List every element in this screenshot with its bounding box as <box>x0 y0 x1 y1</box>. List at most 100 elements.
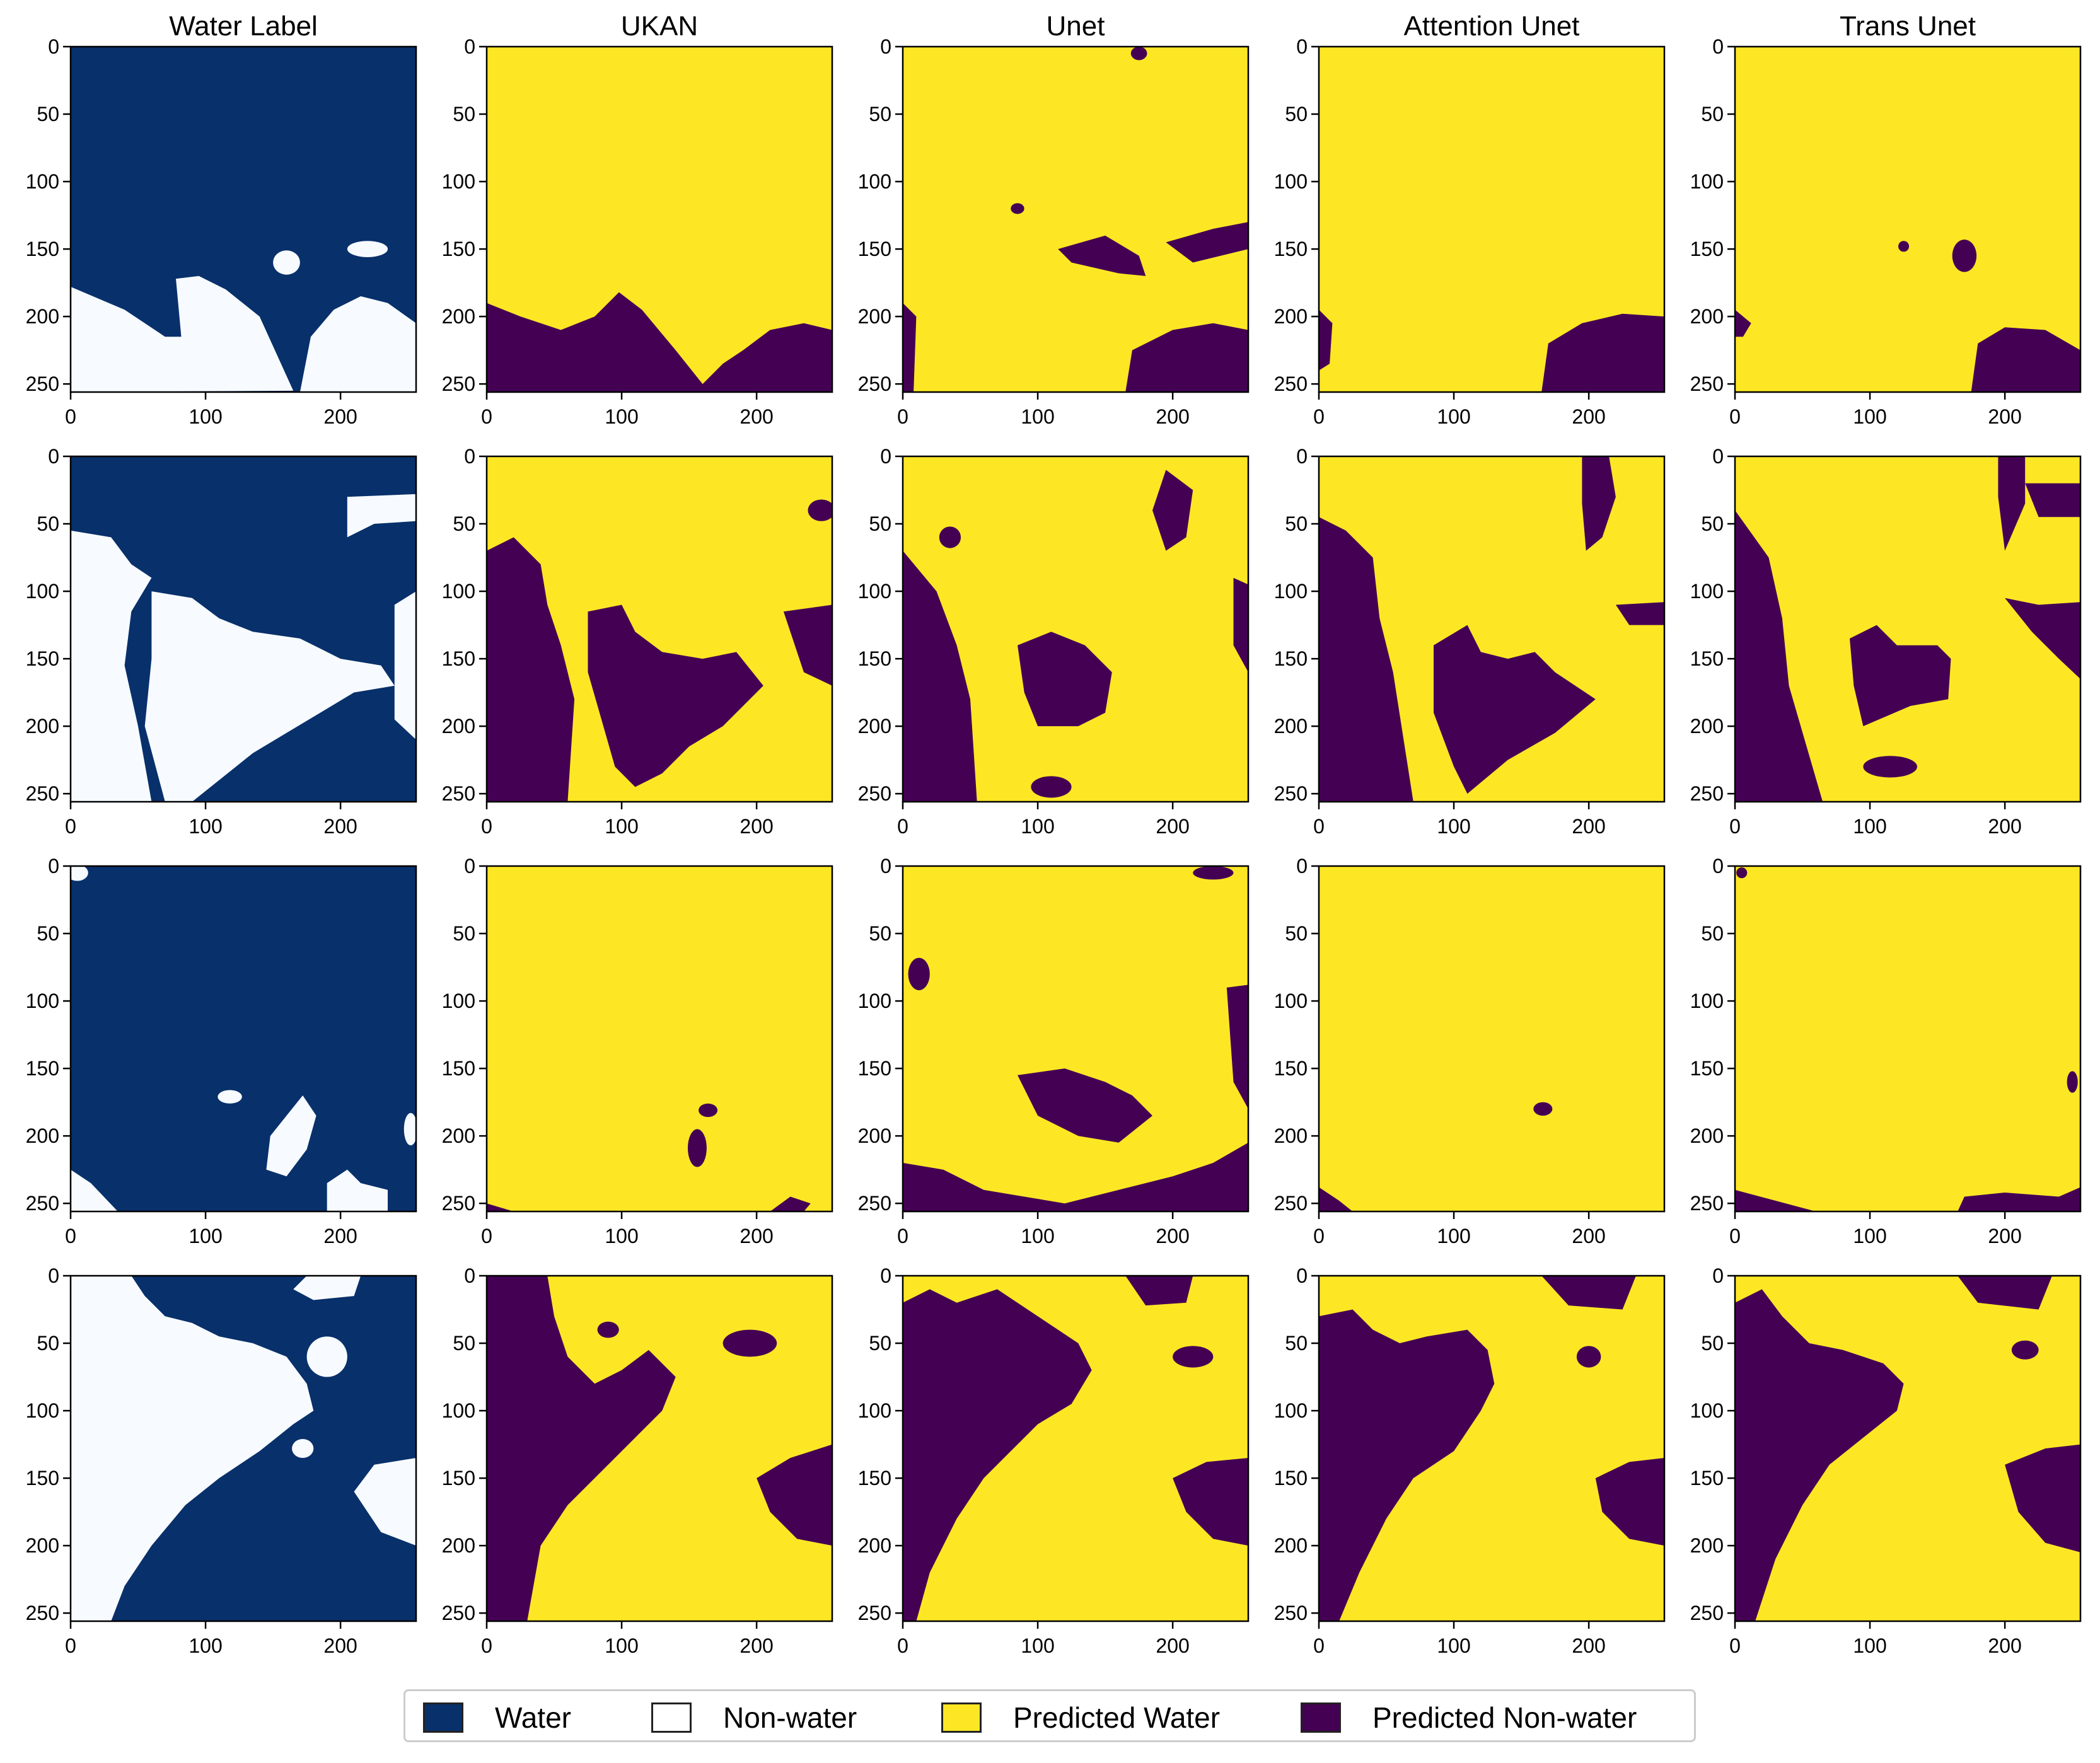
x-tick-label: 0 <box>1729 1225 1741 1247</box>
x-tick-label: 0 <box>1729 815 1741 838</box>
panel-image <box>1735 866 2080 1211</box>
panel-frame <box>485 455 833 803</box>
x-tick-label: 100 <box>1853 1225 1886 1247</box>
y-tick-label: 250 <box>442 1602 475 1624</box>
non-water-region <box>347 494 416 538</box>
predicted-non-water-region <box>1615 602 1664 625</box>
predicted-non-water-region <box>939 526 961 548</box>
non-water-region <box>299 296 416 392</box>
panel-frame <box>902 45 1250 393</box>
x-tick-label: 0 <box>65 1634 76 1657</box>
y-tick-label: 150 <box>26 647 59 670</box>
y-tick-label: 100 <box>26 990 59 1012</box>
panel-frame <box>1318 1275 1666 1622</box>
predicted-non-water-region <box>1193 866 1234 880</box>
x-tick-label: 200 <box>1572 405 1605 428</box>
x-tick-label: 0 <box>65 815 76 838</box>
y-tick-label: 250 <box>858 1602 891 1624</box>
x-tick-label: 200 <box>1572 1634 1605 1657</box>
predicted-non-water-region <box>1319 1187 1353 1211</box>
column-title: Trans Unet <box>1840 11 1976 42</box>
y-tick-label: 150 <box>1690 1057 1724 1080</box>
y-tick-label: 100 <box>442 170 475 193</box>
x-tick-label: 100 <box>605 1634 638 1657</box>
x-tick-label: 100 <box>1437 815 1470 838</box>
panel-image <box>903 456 1248 802</box>
predicted-non-water-region <box>1971 327 2080 392</box>
y-tick-label: 150 <box>442 1467 475 1489</box>
y-tick-label: 200 <box>1690 715 1724 737</box>
y-tick-label: 250 <box>26 1192 59 1215</box>
non-water-region <box>403 1113 416 1146</box>
y-tick-label: 200 <box>1274 1534 1308 1557</box>
y-tick-label: 200 <box>26 305 59 328</box>
x-tick-label: 0 <box>481 815 492 838</box>
predicted-non-water-region <box>1058 235 1146 276</box>
predicted-non-water-region <box>1166 222 1248 263</box>
y-tick-label: 100 <box>1690 170 1724 193</box>
y-tick-label: 250 <box>442 1192 475 1215</box>
x-tick-label: 200 <box>1156 1225 1189 1247</box>
y-tick-label: 0 <box>1712 445 1724 468</box>
non-water-region <box>354 1458 416 1546</box>
non-water-region <box>71 1276 314 1621</box>
y-tick-label: 50 <box>1285 1332 1308 1355</box>
non-water-region <box>144 591 395 802</box>
predicted-non-water-region <box>2011 1340 2039 1360</box>
y-tick-label: 150 <box>442 647 475 670</box>
y-tick-label: 150 <box>1274 647 1308 670</box>
predicted-non-water-region <box>588 604 763 787</box>
y-tick-label: 100 <box>1690 580 1724 603</box>
y-tick-label: 0 <box>1296 35 1308 58</box>
predicted-non-water-region <box>597 1321 619 1338</box>
panel-image <box>487 1276 832 1621</box>
legend-item-water: Water <box>423 1701 571 1734</box>
y-tick-label: 150 <box>442 1057 475 1080</box>
non-water-region <box>266 1095 316 1177</box>
panel: 0 100 200 0 50 100 150 200 250 <box>858 855 1250 1247</box>
panel-background <box>1735 866 2080 1211</box>
non-water-region <box>293 1276 361 1300</box>
legend-item-predicted-non-water: Predicted Non-water <box>1301 1701 1637 1734</box>
panel-image <box>487 456 832 802</box>
predicted-non-water-region <box>1018 632 1112 727</box>
x-tick-label: 0 <box>481 1634 492 1657</box>
panel-frame <box>485 45 833 393</box>
y-tick-label: 200 <box>858 305 891 328</box>
x-tick-label: 200 <box>1988 1634 2021 1657</box>
y-tick-label: 100 <box>26 170 59 193</box>
y-tick-label: 150 <box>1690 238 1724 260</box>
y-tick-label: 150 <box>1274 1057 1308 1080</box>
y-tick-label: 150 <box>858 647 891 670</box>
panel: 0 100 200 0 50 100 150 200 250 <box>26 445 417 838</box>
y-tick-label: 100 <box>1690 990 1724 1012</box>
x-tick-label: 100 <box>1021 1225 1054 1247</box>
non-water-region <box>71 275 294 392</box>
panel: 0 100 200 0 50 100 150 200 250 <box>1274 35 1666 428</box>
non-water-region <box>218 1090 242 1104</box>
legend-item-non-water: Non-water <box>651 1701 857 1734</box>
panel-frame <box>902 865 1250 1213</box>
y-tick-label: 100 <box>1274 580 1308 603</box>
y-tick-label: 50 <box>1285 103 1308 125</box>
panel-image <box>1319 1276 1664 1621</box>
x-tick-label: 100 <box>1437 405 1470 428</box>
y-tick-label: 0 <box>48 35 59 58</box>
predicted-non-water-region <box>1998 456 2026 551</box>
x-tick-label: 200 <box>1156 815 1189 838</box>
y-tick-label: 200 <box>1274 715 1308 737</box>
x-tick-label: 0 <box>65 405 76 428</box>
panel: 0 100 200 0 50 100 150 200 250 <box>1690 35 2082 428</box>
x-tick-label: 0 <box>65 1225 76 1247</box>
x-tick-label: 0 <box>897 815 908 838</box>
y-tick-label: 100 <box>26 1399 59 1422</box>
panel: 0 100 200 0 50 100 150 200 250 <box>442 445 833 838</box>
panel-image <box>1319 456 1664 802</box>
predicted-non-water-region <box>1533 1102 1553 1116</box>
predicted-non-water-region <box>487 1203 514 1211</box>
panel-image <box>487 47 832 392</box>
predicted-non-water-region <box>1173 1346 1214 1368</box>
panel-image <box>1735 1276 2080 1621</box>
panel-frame <box>1318 455 1666 803</box>
